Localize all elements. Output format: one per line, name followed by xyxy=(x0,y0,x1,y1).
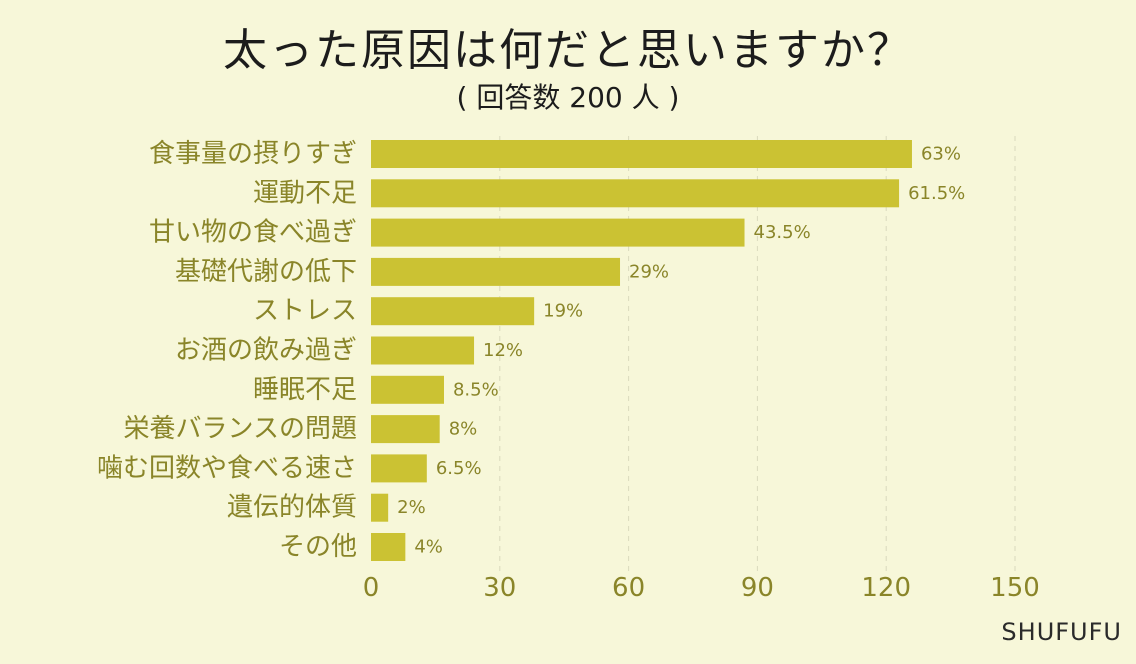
value-label: 4% xyxy=(414,537,443,558)
bar xyxy=(371,375,444,404)
value-label: 63% xyxy=(921,144,961,165)
category-label: ストレス xyxy=(253,296,357,326)
value-label: 19% xyxy=(543,301,583,322)
bar-layer xyxy=(371,140,912,561)
grid-layer xyxy=(499,136,1016,573)
tick-layer: 0 30 60 90 120 150 xyxy=(363,573,1040,603)
brand-logo: SHUFUFU xyxy=(1001,618,1122,646)
category-label: 遺伝的体質 xyxy=(227,493,357,523)
category-label: 噛む回数や食べる速さ xyxy=(97,453,357,483)
category-label: 食事量の摂りすぎ xyxy=(149,139,357,169)
bar xyxy=(371,415,440,444)
category-label: 甘い物の食べ過ぎ xyxy=(149,218,357,248)
value-label: 29% xyxy=(629,261,669,282)
bar xyxy=(371,140,912,168)
chart-subtitle: ( 回答数 200 人 ) xyxy=(456,81,680,114)
bar xyxy=(371,257,621,286)
bar xyxy=(371,179,900,208)
value-label: 12% xyxy=(483,340,523,361)
chart-title: 太った原因は何だと思いますか？ xyxy=(223,25,913,76)
x-tick-label: 150 xyxy=(990,573,1040,603)
x-tick-label: 90 xyxy=(741,573,774,603)
x-tick-label: 60 xyxy=(612,573,645,603)
x-tick-label: 0 xyxy=(363,573,380,603)
value-label: 6.5% xyxy=(436,458,482,479)
value-label: 2% xyxy=(397,497,426,518)
bar xyxy=(371,533,406,561)
category-label: 運動不足 xyxy=(253,178,357,208)
category-label: 基礎代謝の低下 xyxy=(175,257,357,287)
value-label: 43.5% xyxy=(754,222,811,243)
bar xyxy=(371,493,389,522)
bar xyxy=(371,454,427,483)
value-label: 8% xyxy=(449,419,478,440)
category-label: 睡眠不足 xyxy=(253,375,357,405)
bar xyxy=(371,297,535,326)
category-label: その他 xyxy=(279,532,357,562)
label-layer: 食事量の摂りすぎ 63% 運動不足 61.5% 甘い物の食べ過ぎ 43.5% 基礎代謝の低下… xyxy=(97,139,965,562)
value-label: 8.5% xyxy=(453,379,499,400)
bar xyxy=(371,336,475,365)
x-tick-label: 120 xyxy=(861,573,911,603)
value-label: 61.5% xyxy=(908,183,965,204)
x-tick-label: 30 xyxy=(483,573,516,603)
category-label: お酒の飲み過ぎ xyxy=(175,336,357,366)
bar xyxy=(371,218,745,247)
category-label: 栄養バランスの問題 xyxy=(124,414,357,444)
